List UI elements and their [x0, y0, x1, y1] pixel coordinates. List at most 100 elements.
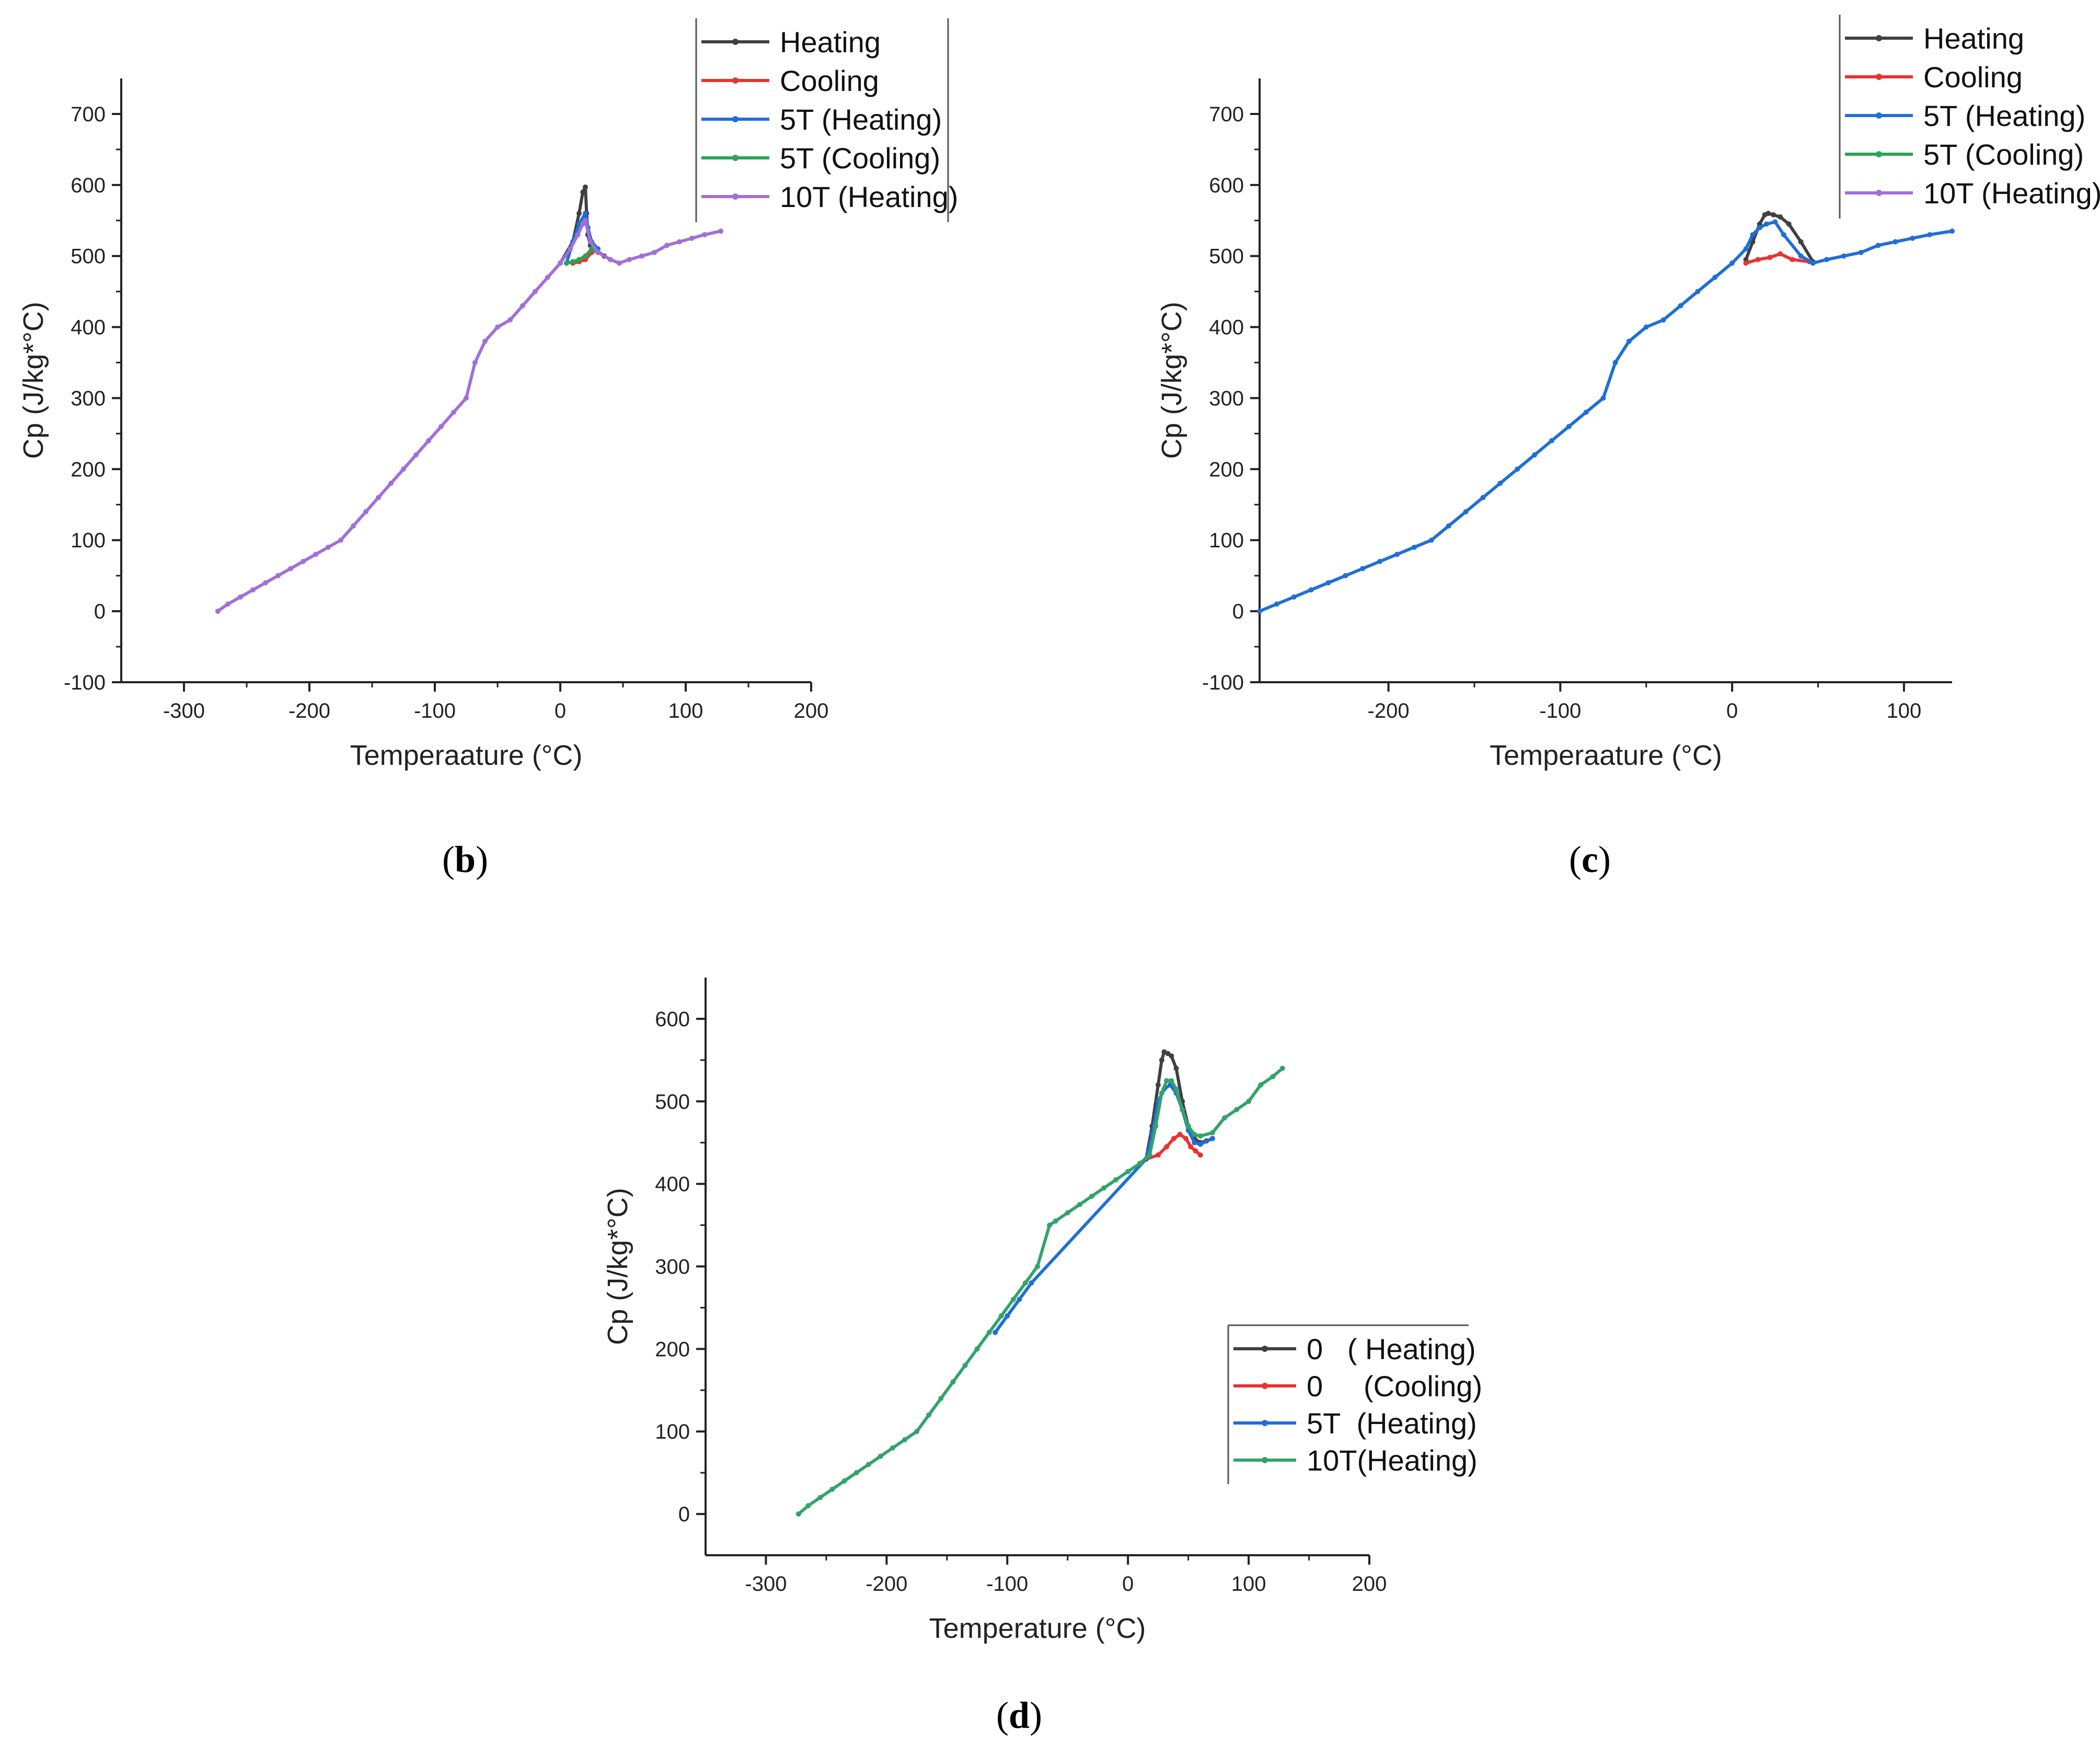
- data-point: [1893, 239, 1898, 245]
- data-point: [1065, 1210, 1070, 1215]
- data-point: [1532, 452, 1538, 458]
- data-point: [363, 509, 368, 514]
- legend: Heating Cooling 5T (Heating) 5T (Cooling) 10…: [1839, 15, 2100, 219]
- data-point: [1343, 573, 1348, 579]
- data-point: [1750, 232, 1756, 237]
- data-point: [288, 566, 293, 571]
- data-point: [1035, 1264, 1040, 1269]
- y-tick-label: 200: [1209, 458, 1244, 481]
- data-point: [1169, 1053, 1174, 1059]
- legend-entry: 5T (Heating): [780, 103, 942, 136]
- chart-panel-c: -100 0 100 200 300 400 500 600 700 -200 -100 0 100 Te…: [1156, 15, 2100, 880]
- y-tick-label: 400: [1209, 316, 1244, 339]
- legend-entry: 5T (Cooling): [1923, 138, 2084, 171]
- data-point: [1549, 438, 1554, 443]
- data-point: [986, 1329, 992, 1335]
- data-point: [1164, 1078, 1170, 1084]
- x-tick-label: 200: [794, 699, 829, 722]
- data-point: [608, 257, 613, 262]
- y-tick-label: 300: [71, 387, 106, 410]
- y-tick-label: 700: [71, 103, 106, 126]
- data-point: [1583, 409, 1589, 415]
- data-point: [583, 253, 588, 259]
- y-tick-label: 300: [655, 1256, 690, 1279]
- data-point: [1858, 249, 1864, 255]
- y-tick-label: 600: [71, 174, 106, 197]
- data-point: [401, 466, 406, 472]
- legend-marker: [732, 77, 739, 84]
- data-point: [1790, 257, 1795, 262]
- data-point: [1810, 260, 1816, 266]
- legend-entry: Cooling: [780, 64, 879, 97]
- data-point: [1841, 253, 1847, 259]
- series-line: [565, 212, 599, 264]
- data-point: [1053, 1218, 1058, 1224]
- data-point: [1757, 225, 1762, 231]
- data-point: [520, 303, 525, 308]
- data-point: [388, 480, 394, 486]
- data-point: [1291, 594, 1297, 600]
- x-tick-label: 200: [1352, 1573, 1387, 1596]
- legend-marker: [732, 193, 739, 200]
- data-point: [580, 189, 586, 195]
- data-point: [795, 1511, 801, 1517]
- data-point: [1377, 559, 1383, 564]
- legend-entry: Heating: [780, 26, 881, 59]
- data-point: [1695, 289, 1701, 294]
- y-tick-label: 500: [1209, 245, 1244, 268]
- data-point: [1712, 274, 1718, 280]
- legend-entry: 0 (Cooling): [1307, 1370, 1482, 1403]
- y-tick-label: 600: [1209, 174, 1244, 197]
- y-tick-label: 200: [71, 458, 106, 481]
- data-point: [1197, 1141, 1203, 1147]
- series-line: [217, 219, 721, 613]
- x-tick-label: -200: [1368, 699, 1410, 722]
- data-point: [1875, 243, 1881, 248]
- data-point: [1258, 1082, 1264, 1088]
- data-point: [938, 1396, 944, 1402]
- x-axis-title: Temperaature (°C): [1490, 740, 1722, 771]
- data-point: [583, 184, 588, 190]
- data-point: [1159, 1057, 1164, 1063]
- x-axis-title: Temperature (°C): [929, 1613, 1146, 1644]
- y-tick-label: 100: [71, 529, 106, 552]
- x-tick-label: -100: [414, 699, 456, 722]
- data-point: [993, 1329, 998, 1335]
- y-tick-label: 100: [1209, 529, 1244, 552]
- legend-marker: [1262, 1420, 1268, 1426]
- y-tick-label: 400: [655, 1173, 690, 1196]
- x-tick-label: -300: [745, 1573, 787, 1596]
- data-point: [1778, 214, 1783, 220]
- data-point: [1017, 1296, 1022, 1302]
- data-point: [677, 239, 682, 245]
- data-point: [1463, 509, 1469, 514]
- data-point: [301, 559, 306, 564]
- series-line: [994, 1083, 1214, 1334]
- data-point: [275, 573, 281, 579]
- data-point: [1566, 423, 1572, 429]
- legend-marker: [1262, 1457, 1268, 1463]
- data-point: [545, 274, 550, 280]
- data-point: [1360, 566, 1366, 571]
- data-point: [902, 1437, 907, 1442]
- legend-marker: [1876, 151, 1882, 157]
- x-tick-label: 0: [1726, 699, 1738, 722]
- data-point: [1325, 580, 1331, 586]
- data-point: [627, 257, 632, 262]
- data-point: [495, 324, 500, 330]
- legend: 0 ( Heating) 0 (Cooling) 5T (Heating) 10T(H…: [1227, 1324, 1482, 1484]
- data-point: [1047, 1222, 1053, 1228]
- data-point: [1910, 235, 1916, 241]
- y-tick-label: 0: [94, 600, 106, 623]
- data-point: [1029, 1280, 1034, 1286]
- y-tick-label: -100: [1202, 671, 1244, 694]
- data-point: [1798, 253, 1804, 259]
- legend-marker: [1876, 190, 1882, 196]
- data-point: [1446, 523, 1451, 529]
- data-point: [1257, 609, 1262, 614]
- data-point: [472, 360, 478, 365]
- y-tick-label: 600: [655, 1008, 690, 1031]
- data-point: [1180, 1107, 1185, 1112]
- data-point: [652, 249, 657, 255]
- data-point: [426, 438, 431, 443]
